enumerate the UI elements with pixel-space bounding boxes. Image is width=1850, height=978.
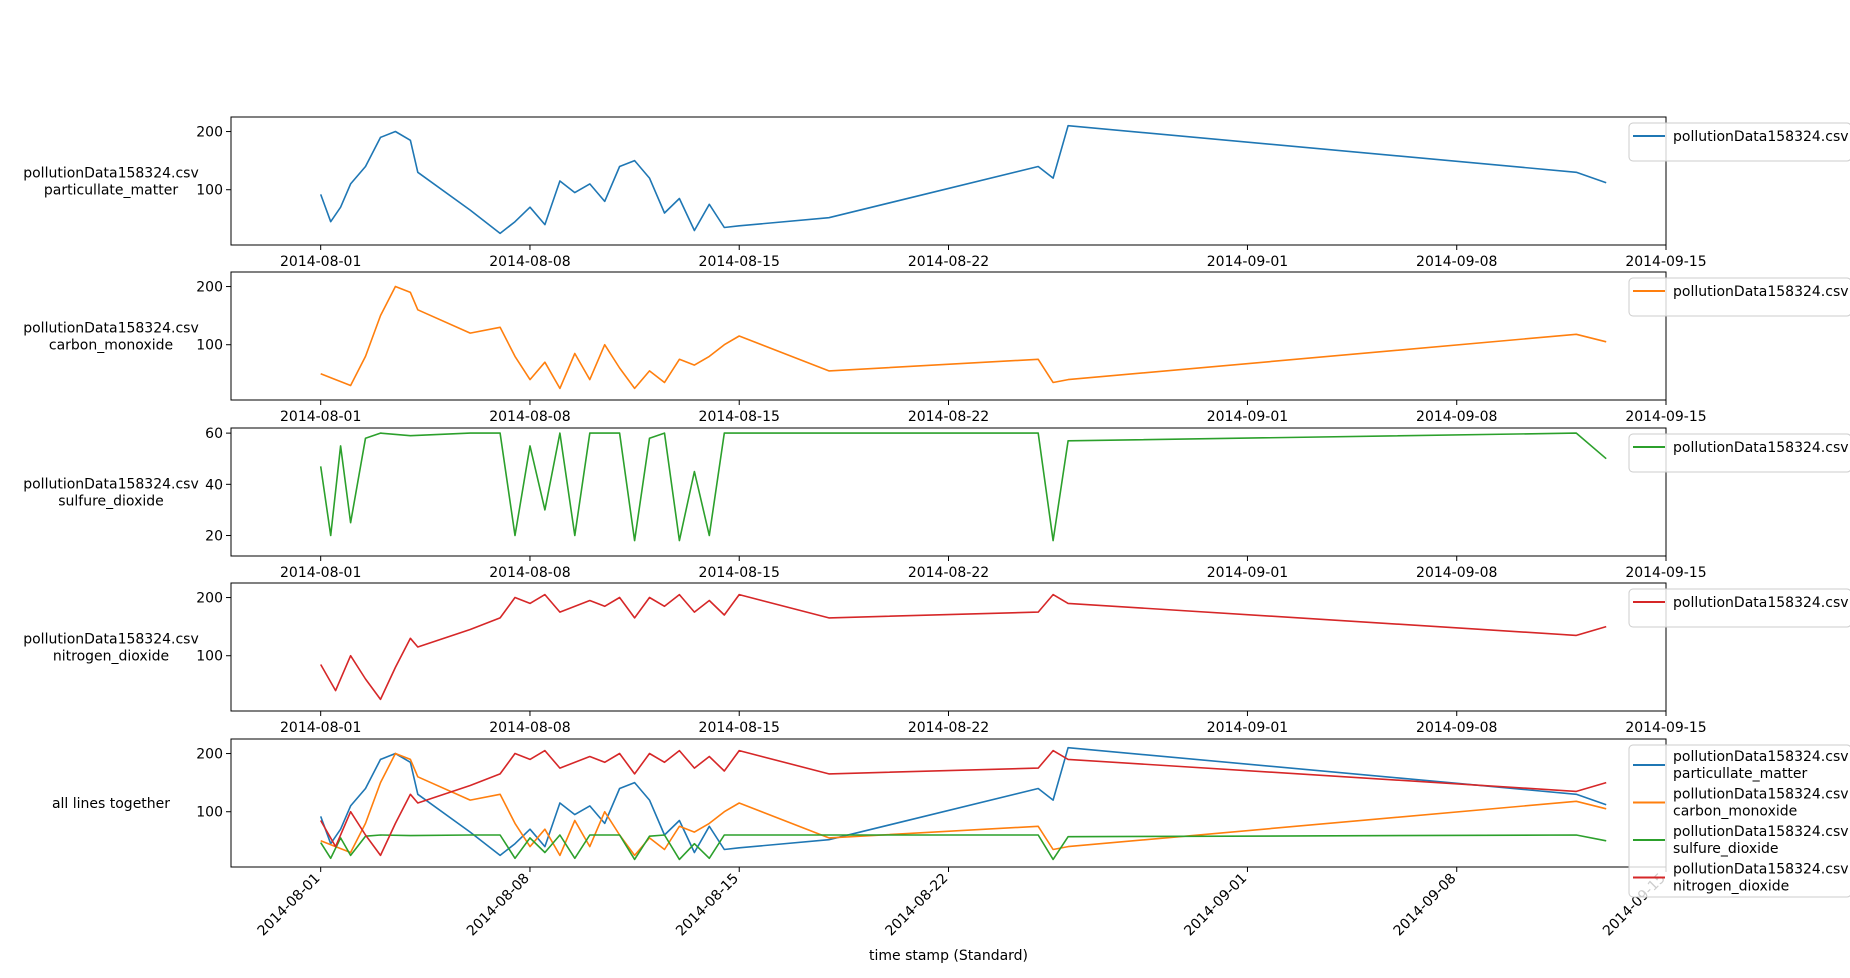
legend-box [1628, 588, 1850, 628]
x-tick-label: 2014-08-22 [908, 565, 989, 581]
x-tick-label: 2014-08-15 [699, 720, 780, 736]
y-axis-label: carbon_monoxide [49, 338, 173, 354]
subplot-2: 20 40 60 2014-08-01 2014-08-08 2014-08-15 2014… [23, 426, 1850, 581]
x-tick-label: 2014-08-15 [699, 409, 780, 425]
y-axis-label: sulfure_dioxide [58, 494, 164, 510]
legend-label: nitrogen_dioxide [1673, 879, 1789, 895]
x-tick-label: 2014-09-01 [1207, 565, 1288, 581]
x-tick-label: 2014-08-01 [280, 720, 361, 736]
legend-label: carbon_monoxide [1673, 804, 1797, 820]
series-line-carbon_monoxide [320, 285, 1607, 390]
x-tick-label: 2014-09-15 [1625, 720, 1706, 736]
y-axis-label: pollutionData158324.csv [23, 321, 199, 337]
legend-box [1628, 433, 1850, 473]
y-axis-label: pollutionData158324.csv [23, 632, 199, 648]
y-tick-label: 100 [196, 338, 223, 354]
legend-label: sulfure_dioxide [1673, 841, 1779, 857]
legend-label: pollutionData158324.csv [1673, 862, 1849, 878]
x-axis-label: time stamp (Standard) [869, 948, 1028, 964]
y-tick-label: 100 [196, 183, 223, 199]
x-tick-label: 2014-08-15 [699, 254, 780, 270]
legend-label: pollutionData158324.csv [1673, 787, 1849, 803]
x-tick-label: 2014-08-01 [280, 254, 361, 270]
x-tick-label: 2014-09-08 [1416, 565, 1497, 581]
x-tick-label: 2014-09-01 [1207, 720, 1288, 736]
y-tick-label: 20 [205, 529, 223, 545]
series-line-nitrogen_dioxide [320, 593, 1607, 701]
x-tick-label: 2014-08-01 [280, 409, 361, 425]
x-tick-label: 2014-08-22 [908, 409, 989, 425]
y-axis-label: all lines together [52, 796, 170, 812]
legend: pollutionData158324.csv [1628, 277, 1850, 317]
x-tick-label: 2014-09-15 [1625, 409, 1706, 425]
y-tick-label: 60 [205, 426, 223, 442]
y-tick-label: 40 [205, 477, 223, 493]
series-line-carbon_monoxide [320, 752, 1607, 857]
x-tick-label: 2014-09-15 [1625, 565, 1706, 581]
x-tick-label: 2014-08-08 [489, 565, 570, 581]
x-tick-label: 2014-08-08 [489, 409, 570, 425]
x-tick-label: 2014-09-01 [1207, 409, 1288, 425]
series-line-nitrogen_dioxide [320, 749, 1607, 857]
legend-label: pollutionData158324.csv [1673, 129, 1849, 145]
x-tick-label: 2014-09-08 [1416, 720, 1497, 736]
legend: pollutionData158324.csv [1628, 433, 1850, 473]
y-tick-label: 200 [196, 280, 223, 296]
y-axis-label: pollutionData158324.csv [23, 477, 199, 493]
subplot-0: 100 200 2014-08-01 2014-08-08 2014-08-15 2014… [23, 116, 1850, 270]
y-tick-label: 200 [196, 747, 223, 763]
series-line-particullate_matter [319, 746, 1607, 857]
x-tick-label: 2014-09-15 [1625, 254, 1706, 270]
legend-box [1628, 277, 1850, 317]
legend-label: particullate_matter [1673, 766, 1807, 782]
x-tick-label: 2014-08-08 [489, 720, 570, 736]
legend-label: pollutionData158324.csv [1673, 595, 1849, 611]
legend-label: pollutionData158324.csv [1673, 824, 1849, 840]
y-axis-label: nitrogen_dioxide [53, 649, 169, 665]
y-tick-label: 200 [196, 125, 223, 141]
legend: pollutionData158324.csv [1628, 122, 1850, 162]
legend-box [1628, 122, 1850, 162]
y-tick-label: 100 [196, 805, 223, 821]
y-axis-label: pollutionData158324.csv [23, 166, 199, 182]
legend-label: pollutionData158324.csv [1673, 284, 1849, 300]
x-tick-label: 2014-09-08 [1416, 409, 1497, 425]
x-tick-label: 2014-08-08 [489, 254, 570, 270]
y-tick-label: 100 [196, 649, 223, 665]
x-tick-label: 2014-08-22 [908, 720, 989, 736]
series-line-sulfure_dioxide [320, 834, 1607, 861]
x-tick-label: 2014-08-15 [699, 565, 780, 581]
legend-label: pollutionData158324.csv [1673, 440, 1849, 456]
x-tick-label: 2014-09-08 [1416, 254, 1497, 270]
x-tick-label: 2014-08-01 [280, 565, 361, 581]
series-line-particullate_matter [319, 124, 1607, 235]
legend-label: pollutionData158324.csv [1673, 749, 1849, 765]
series-line-sulfure_dioxide [319, 432, 1607, 542]
x-tick-label: 2014-08-22 [908, 254, 989, 270]
legend: pollutionData158324.csvparticullate_matt… [1628, 744, 1850, 898]
subplot-1: 100 200 2014-08-01 2014-08-08 2014-08-15 2014… [23, 271, 1850, 425]
y-axis-label: particullate_matter [44, 183, 178, 199]
legend: pollutionData158324.csv [1628, 588, 1850, 628]
legend-box [1628, 744, 1850, 898]
subplot-3: 100 200 2014-08-01 2014-08-08 2014-08-15 2014… [23, 582, 1850, 736]
x-tick-label: 2014-09-01 [1207, 254, 1288, 270]
y-tick-label: 200 [196, 591, 223, 607]
